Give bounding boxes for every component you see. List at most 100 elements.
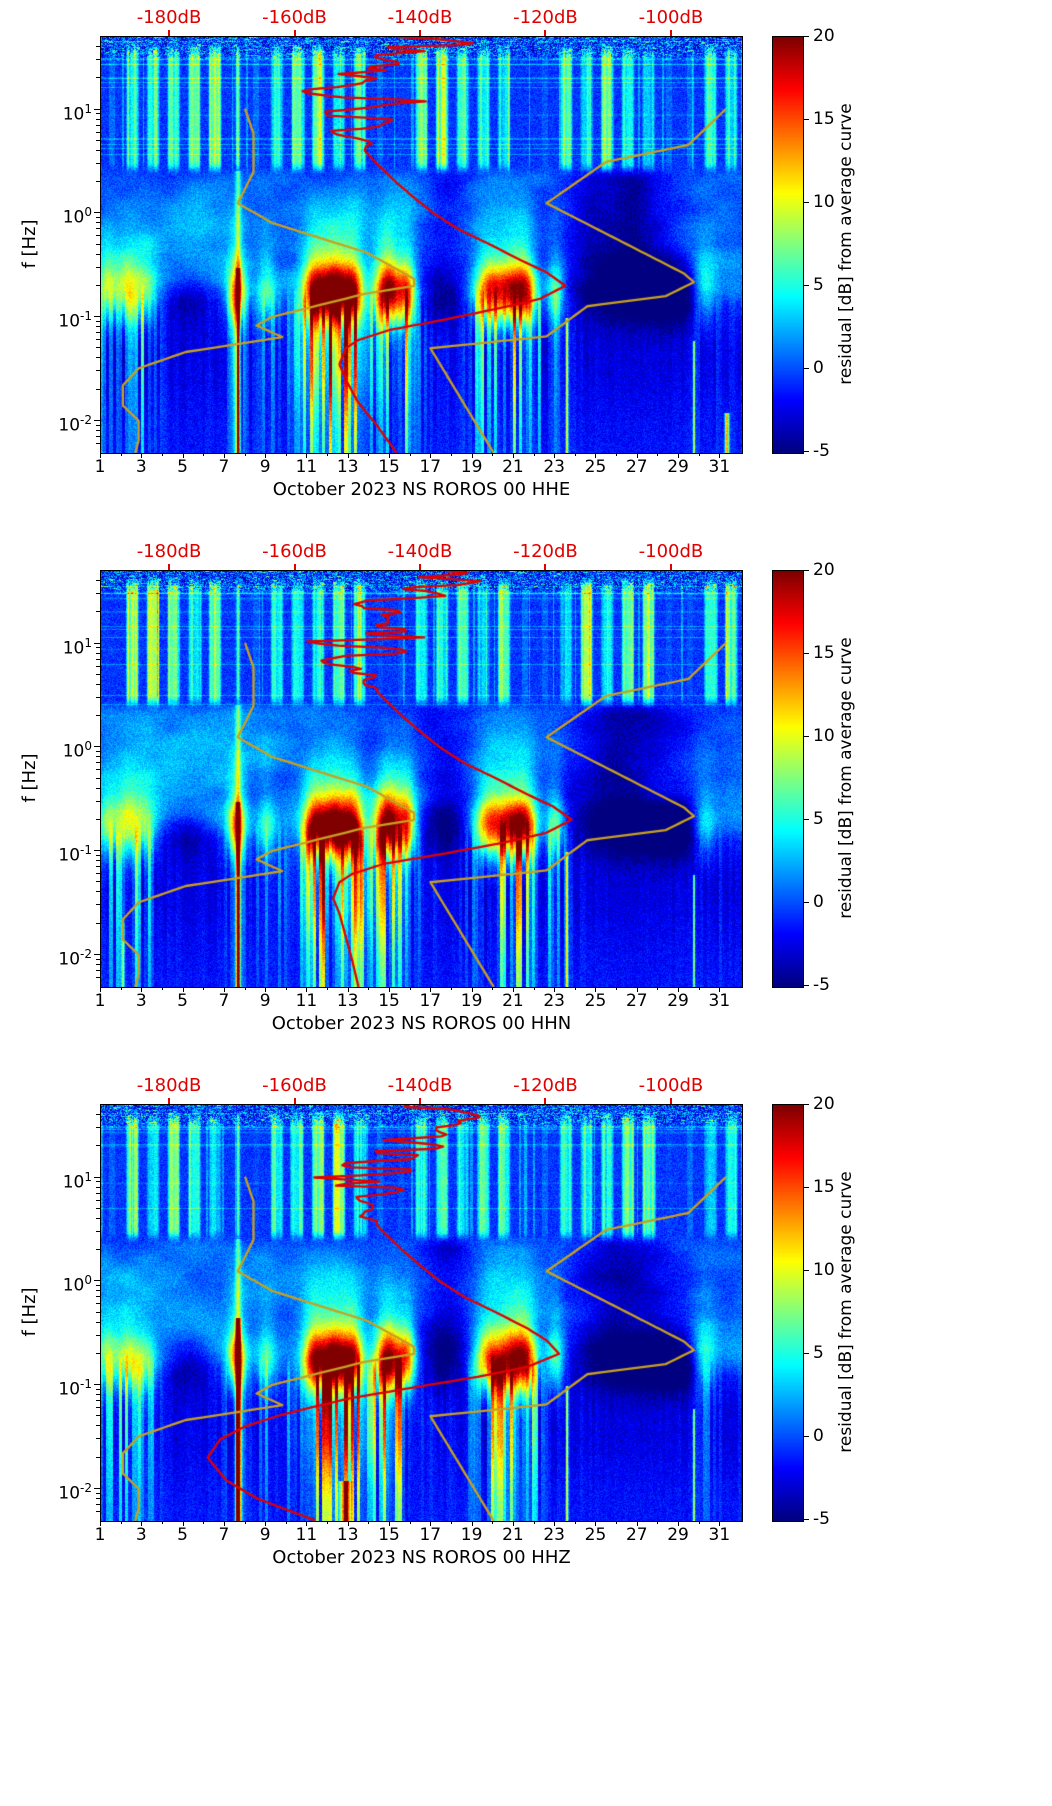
x-tick	[636, 1521, 638, 1526]
x-tick	[306, 987, 308, 992]
x-minor-tick	[203, 1521, 205, 1524]
colorbar-tick-label: 10	[813, 192, 835, 212]
y-minor-tick	[96, 320, 100, 322]
y-minor-tick	[96, 149, 100, 151]
y-minor-tick	[96, 1296, 100, 1298]
colorbar-label: residual [dB] from average curve	[836, 1171, 856, 1453]
x-tick-label: 5	[177, 991, 188, 1011]
y-minor-tick	[96, 777, 100, 779]
y-minor-tick	[96, 673, 100, 675]
y-minor-tick	[96, 217, 100, 218]
y-minor-tick	[96, 756, 100, 758]
y-minor-tick	[96, 1217, 100, 1219]
x-tick-label: 25	[584, 991, 607, 1011]
y-minor-tick	[96, 339, 100, 341]
y-minor-tick	[96, 787, 100, 789]
y-minor-tick	[96, 1181, 100, 1183]
x-tick-label: 17	[419, 991, 442, 1011]
colorbar-tick	[804, 285, 809, 286]
x-tick-label: 31	[708, 1525, 731, 1545]
x-tick-label: 1	[94, 457, 106, 477]
y-minor-tick	[96, 1311, 100, 1313]
x-tick	[719, 987, 721, 992]
top-axis-tick-label: -100dB	[638, 1075, 704, 1096]
x-tick-label: 27	[625, 457, 648, 477]
y-minor-tick	[96, 162, 100, 164]
x-tick-label: 5	[177, 457, 188, 477]
top-axis-tick-label: -160dB	[262, 7, 327, 28]
x-tick	[347, 1521, 349, 1526]
x-tick-label: 3	[135, 991, 147, 1011]
y-tick-label: 100	[62, 205, 92, 228]
colorbar-tick	[804, 1187, 809, 1188]
y-minor-tick	[96, 652, 100, 654]
x-tick-label: 19	[460, 457, 483, 477]
x-tick	[471, 1521, 473, 1526]
y-minor-tick	[96, 1127, 100, 1129]
y-tick-label: 100	[62, 739, 92, 762]
x-axis-label: October 2023 NS ROROS 00 HHZ	[272, 1547, 571, 1568]
x-tick-label: 23	[543, 1525, 565, 1545]
x-minor-tick	[244, 453, 246, 456]
top-axis-tick	[419, 564, 421, 570]
y-minor-tick	[96, 958, 100, 960]
x-tick-label: 15	[378, 457, 400, 477]
x-minor-tick	[616, 453, 618, 456]
y-minor-tick	[96, 696, 100, 698]
colorbar-tick	[804, 736, 809, 737]
y-tick	[94, 316, 100, 318]
y-minor-tick	[96, 904, 100, 906]
x-tick	[636, 987, 638, 992]
y-tick-label: 101	[62, 1169, 92, 1193]
y-tick	[94, 953, 100, 955]
x-minor-tick	[492, 1521, 494, 1524]
colorbar-label: residual [dB] from average curve	[836, 103, 856, 385]
y-minor-tick	[96, 658, 100, 660]
x-tick	[430, 987, 432, 992]
top-axis-tick	[168, 30, 171, 36]
x-tick-label: 29	[667, 991, 689, 1011]
x-tick	[595, 1521, 597, 1526]
y-minor-tick	[96, 1114, 100, 1116]
colorbar-tick-label: 20	[813, 26, 835, 46]
x-tick-label: 1	[94, 991, 106, 1011]
x-tick-label: 25	[584, 1525, 607, 1545]
y-minor-tick	[96, 118, 100, 120]
colorbar-tick	[804, 36, 809, 37]
y-minor-tick	[96, 424, 100, 426]
y-minor-tick	[96, 1352, 100, 1354]
x-tick-label: 7	[218, 1525, 230, 1545]
x-minor-tick	[120, 453, 122, 456]
y-tick-label: 101	[62, 635, 92, 659]
x-tick	[389, 1521, 391, 1526]
x-minor-tick	[616, 1521, 618, 1524]
y-minor-tick	[96, 860, 100, 862]
y-minor-tick	[96, 235, 100, 237]
x-tick-label: 11	[295, 1525, 318, 1545]
y-minor-tick	[96, 891, 100, 893]
x-tick-label: 15	[378, 1525, 400, 1545]
x-tick-label: 23	[543, 457, 565, 477]
x-minor-tick	[698, 453, 700, 456]
y-minor-tick	[96, 46, 100, 48]
x-tick	[595, 987, 597, 992]
y-tick-label: 100	[62, 1273, 92, 1296]
y-minor-tick	[96, 1438, 100, 1440]
top-axis-tick	[419, 1098, 421, 1104]
x-tick-label: 5	[177, 1525, 188, 1545]
y-minor-tick	[96, 357, 100, 359]
y-minor-tick	[96, 370, 100, 372]
y-tick	[94, 212, 100, 214]
y-minor-tick	[96, 1186, 100, 1188]
x-minor-tick	[698, 987, 700, 990]
x-minor-tick	[368, 453, 370, 456]
y-minor-tick	[96, 1497, 100, 1499]
x-minor-tick	[120, 1521, 122, 1524]
x-tick-label: 17	[419, 1525, 442, 1545]
top-axis-tick-label: -180dB	[136, 1075, 202, 1096]
colorbar-tick-label: 0	[813, 1426, 824, 1446]
y-minor-tick	[96, 1334, 100, 1336]
y-tick-label: 10-2	[58, 412, 92, 436]
y-tick	[94, 746, 100, 748]
x-tick	[141, 1521, 143, 1526]
